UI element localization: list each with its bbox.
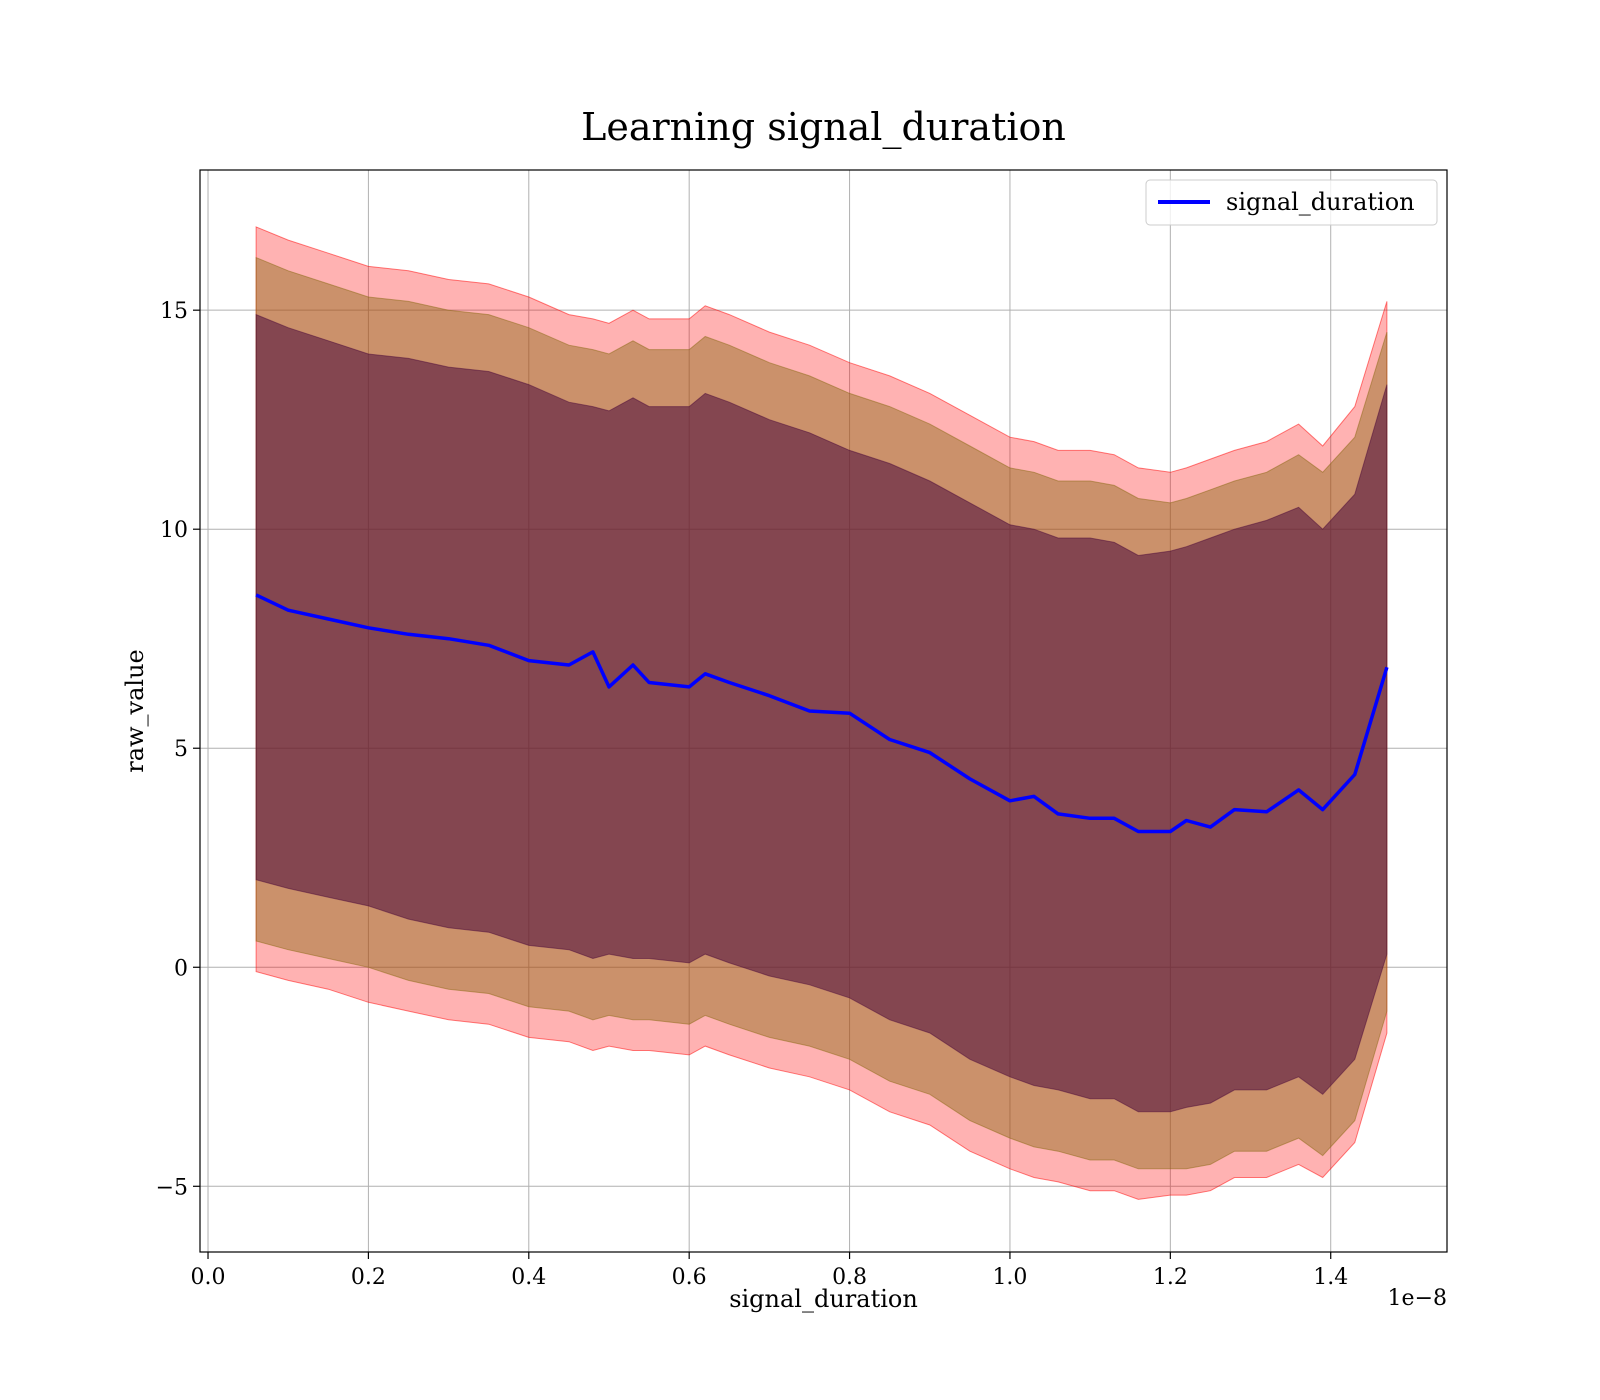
series-line-signal-duration xyxy=(255,593,1389,834)
x-tick-label: 0.4 xyxy=(511,1265,546,1290)
y-tick-label: 15 xyxy=(160,299,188,324)
x-tick-label: 1.4 xyxy=(1313,1265,1348,1290)
chart-title: Learning signal_duration xyxy=(581,105,1066,150)
y-axis-label: raw_value xyxy=(121,649,149,773)
x-tick-label: 0.2 xyxy=(351,1265,386,1290)
ticks: 0.0 0.2 0.4 0.6 0.8 1.0 1.2 1.4 −5 0 5 10 15 xyxy=(156,299,1349,1290)
x-tick-label: 1.2 xyxy=(1153,1265,1188,1290)
y-tick-label: 10 xyxy=(160,518,188,543)
x-axis-label: signal_duration xyxy=(729,1285,918,1313)
legend-box xyxy=(1145,179,1438,226)
x-tick-label: 1.0 xyxy=(992,1265,1027,1290)
legend-label-signal-duration: signal_duration xyxy=(1226,188,1415,216)
x-axis-offset-label: 1e−8 xyxy=(1388,1286,1447,1311)
y-tick-label: 0 xyxy=(174,956,188,981)
x-tick-label: 0.8 xyxy=(832,1265,867,1290)
y-tick-label: 5 xyxy=(174,737,188,762)
series-lines xyxy=(255,593,1389,834)
plot-frame xyxy=(199,169,1448,1253)
x-tick-label: 0.6 xyxy=(672,1265,707,1290)
legend: signal_duration xyxy=(1145,179,1438,226)
x-tick-label: 0.0 xyxy=(191,1265,226,1290)
y-tick-label: −5 xyxy=(156,1175,188,1200)
